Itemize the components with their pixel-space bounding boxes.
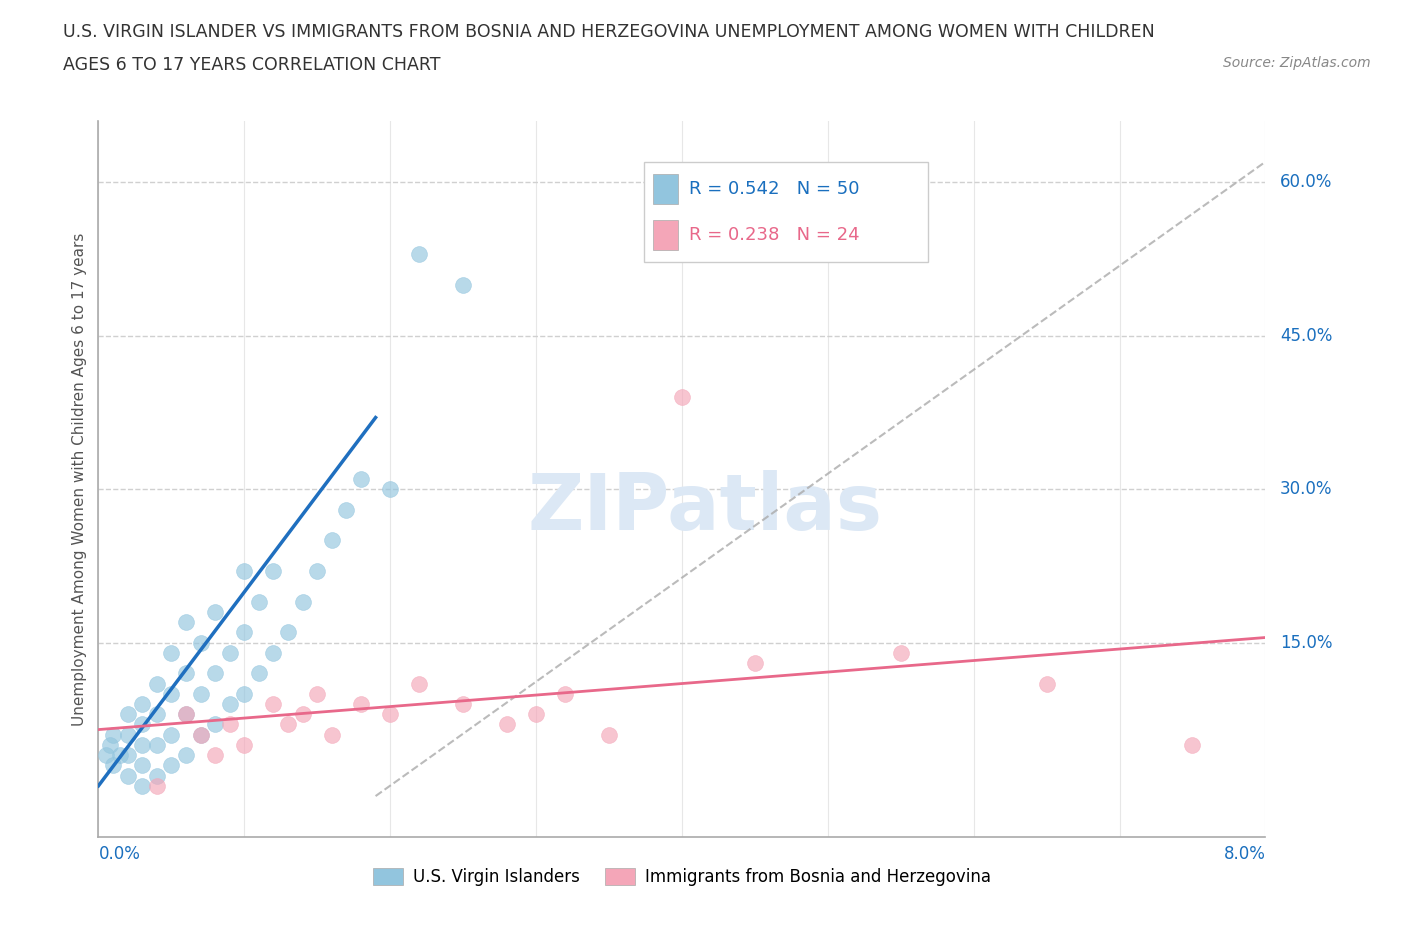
- Bar: [652, 174, 678, 204]
- Text: ZIPatlas: ZIPatlas: [527, 470, 883, 546]
- Point: [204, 604, 226, 619]
- Point: [218, 697, 240, 711]
- Point: [496, 717, 519, 732]
- Point: [131, 778, 153, 793]
- Text: U.S. VIRGIN ISLANDER VS IMMIGRANTS FROM BOSNIA AND HERZEGOVINA UNEMPLOYMENT AMON: U.S. VIRGIN ISLANDER VS IMMIGRANTS FROM …: [63, 23, 1154, 41]
- Legend: U.S. Virgin Islanders, Immigrants from Bosnia and Herzegovina: U.S. Virgin Islanders, Immigrants from B…: [367, 861, 997, 893]
- Point: [146, 707, 169, 722]
- Point: [218, 717, 240, 732]
- Point: [174, 748, 197, 763]
- Text: Source: ZipAtlas.com: Source: ZipAtlas.com: [1223, 56, 1371, 70]
- Point: [146, 737, 169, 752]
- Point: [174, 615, 197, 630]
- Point: [160, 727, 183, 742]
- Point: [131, 697, 153, 711]
- FancyBboxPatch shape: [644, 162, 928, 262]
- Point: [262, 645, 284, 660]
- Point: [451, 277, 474, 292]
- Point: [307, 564, 329, 578]
- Point: [262, 564, 284, 578]
- Bar: [652, 220, 678, 250]
- Point: [277, 625, 299, 640]
- Point: [218, 645, 240, 660]
- Point: [160, 645, 183, 660]
- Point: [174, 707, 197, 722]
- Point: [190, 727, 212, 742]
- Point: [117, 707, 139, 722]
- Point: [408, 246, 430, 261]
- Text: AGES 6 TO 17 YEARS CORRELATION CHART: AGES 6 TO 17 YEARS CORRELATION CHART: [63, 56, 440, 73]
- Point: [131, 737, 153, 752]
- Point: [335, 502, 357, 517]
- Text: 60.0%: 60.0%: [1279, 173, 1333, 192]
- Point: [598, 727, 620, 742]
- Point: [524, 707, 547, 722]
- Text: R = 0.238   N = 24: R = 0.238 N = 24: [689, 226, 860, 244]
- Point: [190, 635, 212, 650]
- Point: [204, 666, 226, 681]
- Point: [160, 686, 183, 701]
- Point: [380, 482, 402, 497]
- Point: [131, 717, 153, 732]
- Point: [233, 686, 256, 701]
- Point: [380, 707, 402, 722]
- Point: [247, 666, 270, 681]
- Point: [554, 686, 576, 701]
- Point: [321, 727, 343, 742]
- Point: [1035, 676, 1057, 691]
- Point: [671, 390, 693, 405]
- Point: [146, 676, 169, 691]
- Text: R = 0.542   N = 50: R = 0.542 N = 50: [689, 179, 860, 198]
- Point: [101, 758, 124, 773]
- Point: [233, 625, 256, 640]
- Point: [204, 717, 226, 732]
- Point: [350, 472, 373, 486]
- Text: 8.0%: 8.0%: [1223, 845, 1265, 863]
- Point: [350, 697, 373, 711]
- Point: [291, 707, 314, 722]
- Point: [291, 594, 314, 609]
- Point: [190, 727, 212, 742]
- Point: [110, 748, 132, 763]
- Point: [247, 594, 270, 609]
- Text: 45.0%: 45.0%: [1279, 326, 1333, 345]
- Point: [98, 737, 121, 752]
- Point: [190, 686, 212, 701]
- Point: [117, 748, 139, 763]
- Text: 0.0%: 0.0%: [98, 845, 141, 863]
- Point: [744, 656, 766, 671]
- Point: [1181, 737, 1204, 752]
- Text: 15.0%: 15.0%: [1279, 633, 1333, 652]
- Point: [233, 737, 256, 752]
- Point: [277, 717, 299, 732]
- Point: [408, 676, 430, 691]
- Point: [117, 727, 139, 742]
- Point: [94, 748, 117, 763]
- Point: [146, 768, 169, 783]
- Point: [890, 645, 912, 660]
- Point: [101, 727, 124, 742]
- Point: [307, 686, 329, 701]
- Point: [321, 533, 343, 548]
- Point: [131, 758, 153, 773]
- Point: [262, 697, 284, 711]
- Point: [174, 666, 197, 681]
- Point: [174, 707, 197, 722]
- Point: [233, 564, 256, 578]
- Point: [451, 697, 474, 711]
- Point: [146, 778, 169, 793]
- Y-axis label: Unemployment Among Women with Children Ages 6 to 17 years: Unemployment Among Women with Children A…: [72, 232, 87, 725]
- Point: [160, 758, 183, 773]
- Point: [204, 748, 226, 763]
- Point: [117, 768, 139, 783]
- Text: 30.0%: 30.0%: [1279, 480, 1333, 498]
